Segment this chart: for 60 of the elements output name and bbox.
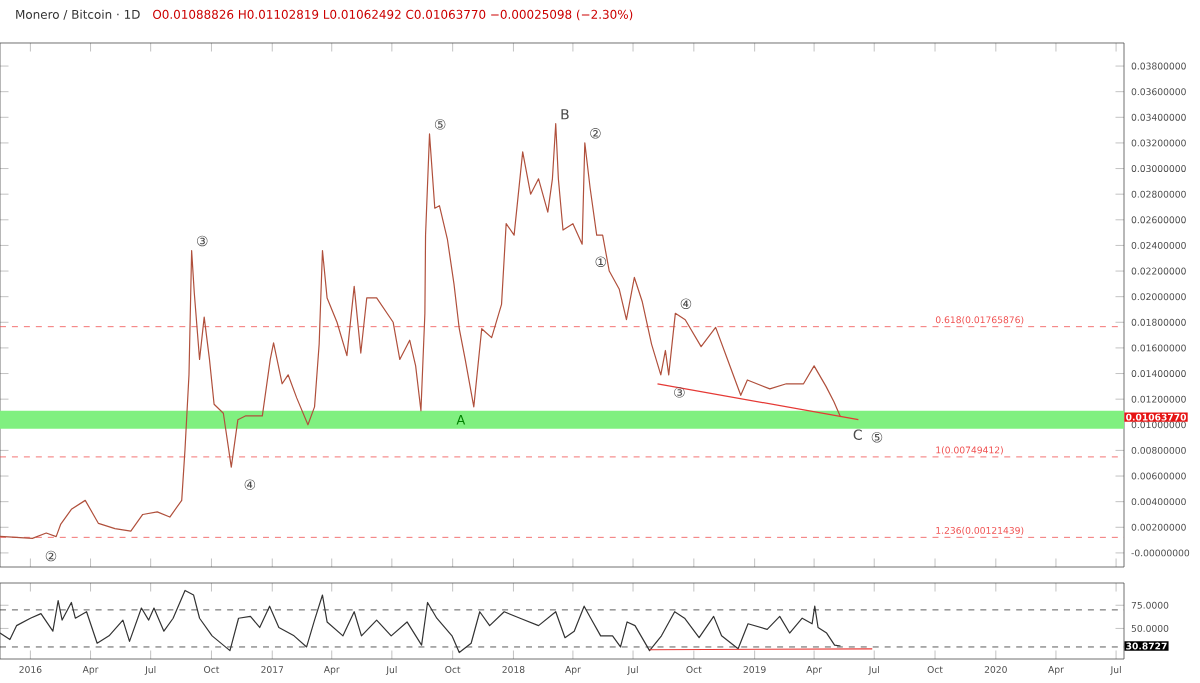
x-tick-label: 2016 bbox=[19, 666, 42, 673]
text: 30.8727 bbox=[1126, 642, 1167, 650]
y-tick-label: 0.00800000 bbox=[1131, 446, 1186, 454]
ref-line-label: 1.236(0.00121439) bbox=[936, 526, 1024, 535]
annotation: ③ bbox=[674, 387, 685, 398]
annotation: ④ bbox=[680, 298, 692, 309]
annotation: ⑤ bbox=[871, 432, 883, 443]
y-tick-label: 0.01000000 bbox=[1131, 421, 1186, 429]
x-tick-label: 2020 bbox=[984, 666, 1007, 673]
x-tick-label: Jul bbox=[627, 666, 638, 675]
x-tick-label: Apr bbox=[806, 666, 823, 675]
annotation: ② bbox=[590, 128, 601, 139]
annotation: ② bbox=[45, 550, 57, 562]
chart-subtitle: O0.01088826 H0.01102819 L0.01062492 C0.01063770 −0.00025098 (−2.30%) bbox=[153, 9, 633, 21]
y-tick-label: 0.03600000 bbox=[1131, 88, 1186, 96]
x-tick-label: Apr bbox=[565, 666, 581, 675]
x-tick-label: Apr bbox=[82, 666, 99, 675]
x-tick-label: Jul bbox=[385, 666, 397, 675]
x-tick-label: Oct bbox=[686, 666, 702, 673]
y-tick-label: 0.01200000 bbox=[1131, 395, 1186, 403]
y-tick-label: 0.02800000 bbox=[1131, 190, 1186, 198]
y-tick-label: 0.00400000 bbox=[1131, 498, 1186, 506]
x-tick-label: Apr bbox=[323, 666, 340, 675]
annotation: ④ bbox=[244, 479, 256, 490]
y-tick-label: 0.03800000 bbox=[1131, 62, 1186, 70]
chart-title: Monero / Bitcoin · 1D bbox=[16, 9, 140, 20]
band-label: A bbox=[456, 414, 466, 425]
x-tick-label: Jul bbox=[868, 666, 879, 675]
y-tick-label: 0.03400000 bbox=[1131, 113, 1186, 121]
y-tick-label: -0.00000000 bbox=[1131, 549, 1190, 557]
y-tick-label: 0.01400000 bbox=[1131, 370, 1186, 377]
annotation: ⑤ bbox=[434, 119, 446, 130]
x-tick-label: Oct bbox=[445, 666, 461, 673]
y-tick-label: 50.0000 bbox=[1131, 624, 1169, 632]
x-tick-label: 2019 bbox=[743, 666, 766, 673]
x-tick-label: 2018 bbox=[502, 666, 525, 673]
x-tick-label: Oct bbox=[204, 666, 220, 673]
annotation: C bbox=[853, 429, 862, 440]
ref-line-label: 0.618(0.01765876) bbox=[935, 316, 1024, 325]
x-tick-label: Jul bbox=[144, 666, 156, 675]
annotation: ③ bbox=[197, 235, 208, 247]
x-tick-label: 2017 bbox=[261, 666, 284, 673]
annotation: B bbox=[561, 109, 569, 120]
y-tick-label: 0.02600000 bbox=[1131, 216, 1186, 224]
ref-line-label: 1(0.00749412) bbox=[936, 446, 1003, 455]
y-tick-label: 0.02000000 bbox=[1131, 293, 1186, 301]
x-tick-label: Jul bbox=[1110, 666, 1121, 675]
y-tick-label: 0.01800000 bbox=[1131, 318, 1186, 326]
y-tick-label: 75.0000 bbox=[1131, 601, 1169, 609]
text: 0.01063770 bbox=[1126, 413, 1187, 421]
y-tick-label: 0.00600000 bbox=[1131, 472, 1186, 480]
y-tick-label: 0.00200000 bbox=[1131, 523, 1186, 531]
y-tick-label: 0.03000000 bbox=[1131, 165, 1186, 173]
y-tick-label: 0.03200000 bbox=[1131, 139, 1186, 147]
x-tick-label: Oct bbox=[927, 666, 943, 673]
y-tick-label: 0.02200000 bbox=[1131, 267, 1186, 275]
x-tick-label: Apr bbox=[1048, 666, 1064, 675]
y-tick-label: 0.01600000 bbox=[1131, 344, 1186, 352]
annotation: ① bbox=[595, 256, 606, 267]
y-tick-label: 0.02400000 bbox=[1131, 241, 1186, 249]
